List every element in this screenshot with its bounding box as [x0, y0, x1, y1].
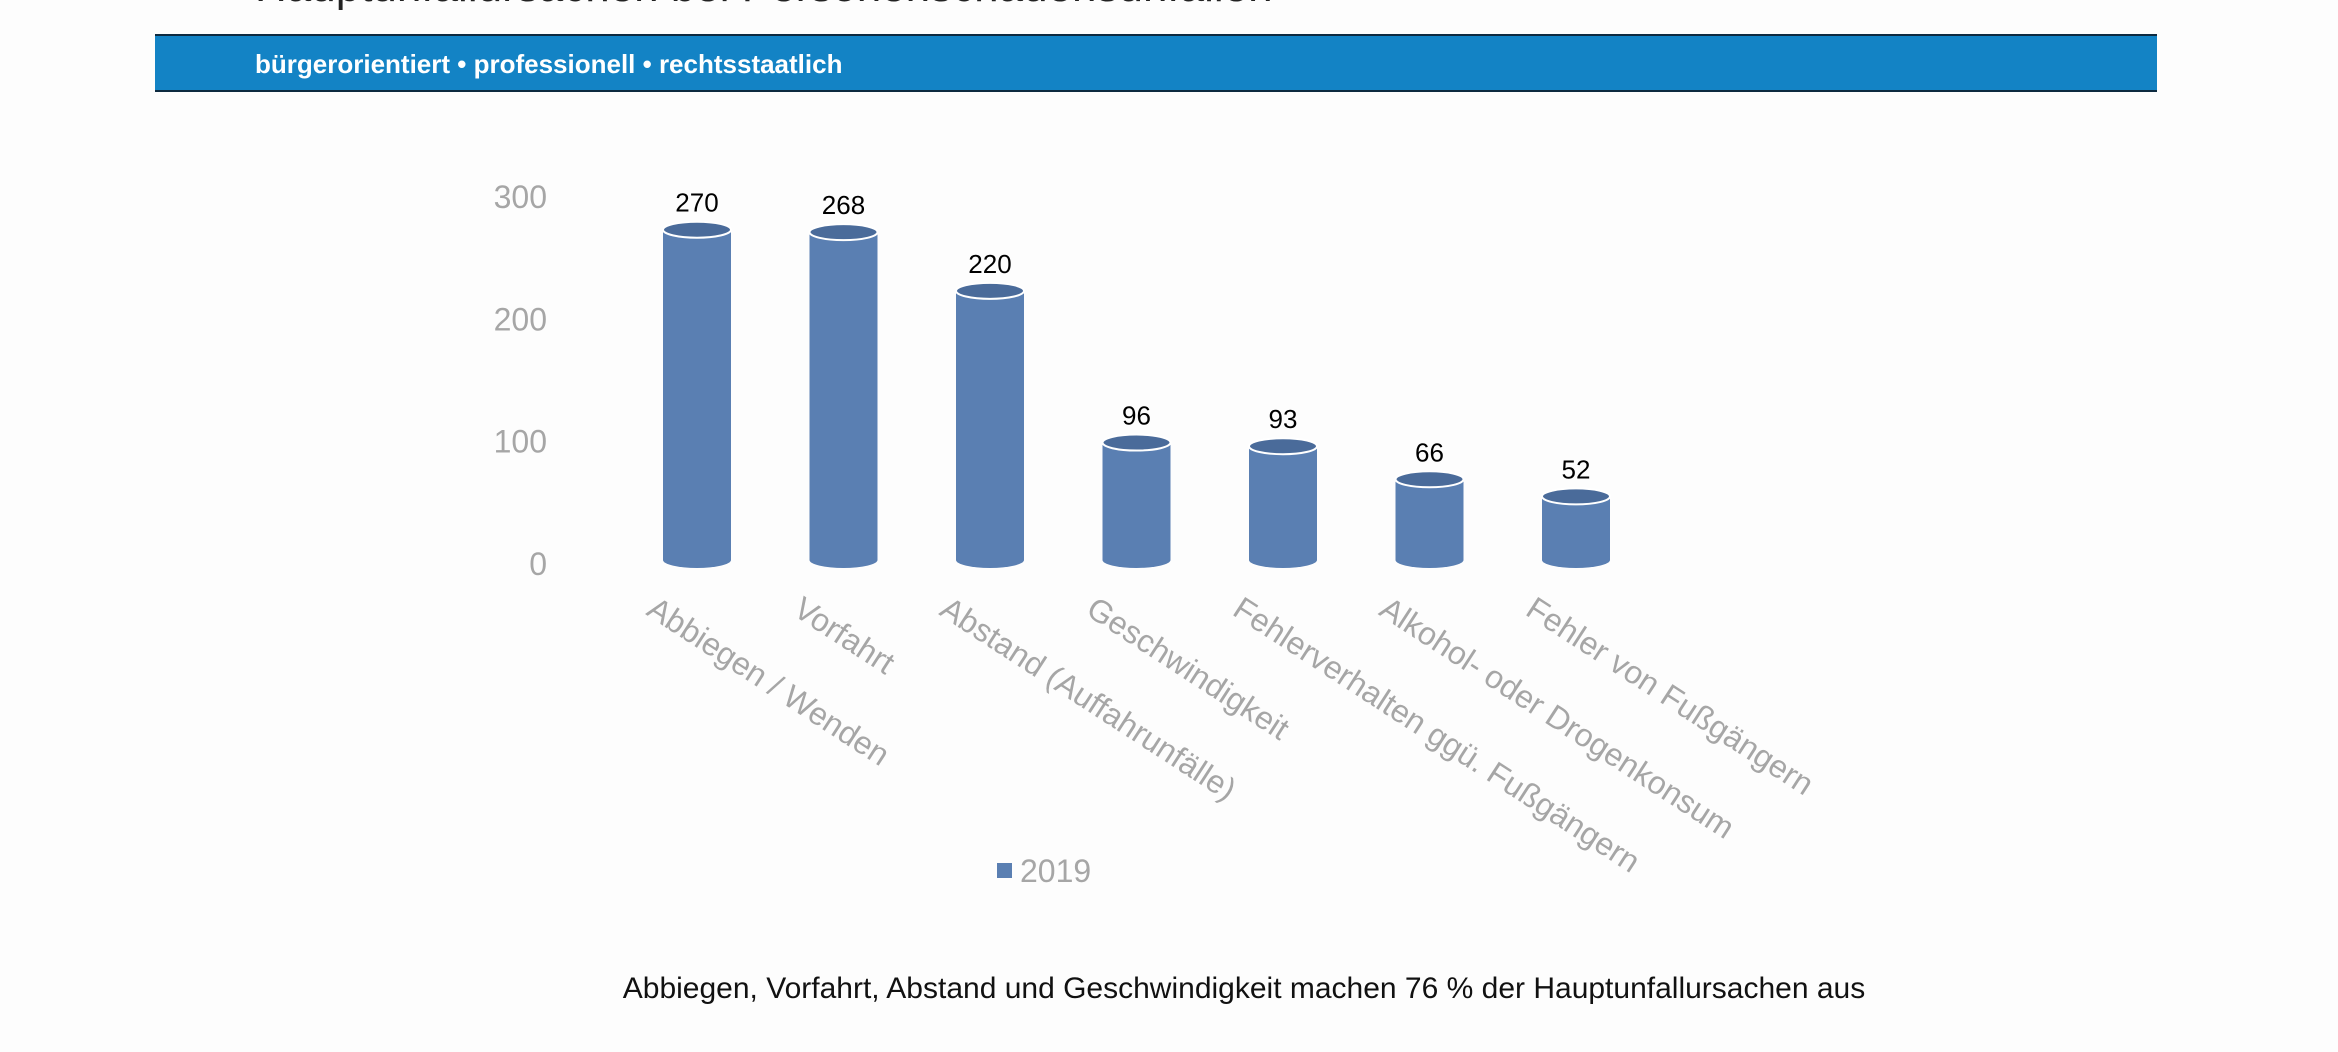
bar-top: [662, 220, 732, 239]
bar: [1249, 446, 1317, 568]
category-label: Abbiegen / Wenden: [641, 590, 896, 773]
y-tick-label: 0: [529, 546, 547, 582]
bar-chart: 0 100 200 300 270 Abbiegen / Wenden 268 Vorfahr…: [494, 179, 1821, 889]
bar: [956, 290, 1024, 568]
value-label: 66: [1415, 437, 1444, 467]
bar-top: [808, 223, 879, 242]
legend-swatch: [997, 863, 1012, 878]
bar-top: [1541, 487, 1611, 506]
slogan-text: bürgerorientiert • professionell • recht…: [255, 49, 843, 79]
bar: [1395, 479, 1464, 568]
bar-top: [1248, 437, 1318, 456]
value-label: 268: [822, 190, 865, 220]
chart-caption: Abbiegen, Vorfahrt, Abstand und Geschwin…: [622, 972, 1866, 1005]
legend-label: 2019: [1020, 853, 1091, 889]
bar: [1542, 496, 1610, 568]
y-tick-label: 100: [494, 424, 547, 460]
value-label: 270: [675, 188, 718, 218]
bar-top: [955, 281, 1025, 300]
value-label: 52: [1562, 454, 1591, 484]
bar: [1102, 442, 1171, 568]
value-label: 96: [1122, 401, 1151, 431]
value-label: 93: [1269, 404, 1298, 434]
bar-top: [1394, 470, 1465, 489]
value-label: 220: [968, 249, 1011, 279]
y-tick-label: 200: [494, 301, 547, 337]
page-title: Hauptunfallursachen bei Personenschadens…: [255, 0, 1273, 12]
bar: [663, 229, 731, 568]
category-label: Vorfahrt: [788, 590, 902, 681]
bar-top: [1101, 433, 1172, 452]
y-tick-label: 300: [494, 179, 547, 215]
bar: [809, 232, 878, 568]
slogan-banner: bürgerorientiert • professionell • recht…: [155, 34, 2157, 92]
